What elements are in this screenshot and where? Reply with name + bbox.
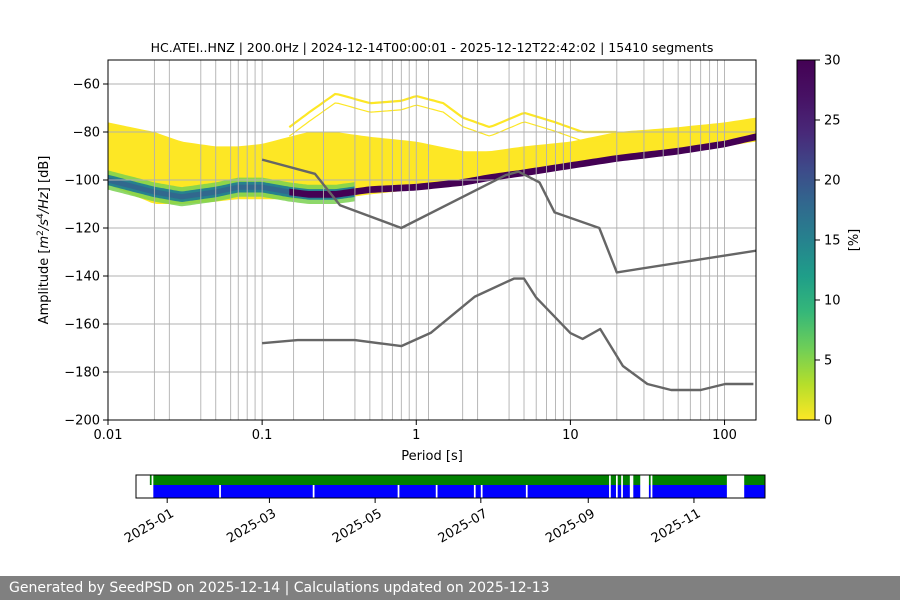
timeline-blue-segment xyxy=(610,485,616,498)
y-ticks: −60 −80 −100 −120 −140 −160 −180 −200 xyxy=(64,78,108,429)
y-axis-label-part: / xyxy=(37,224,52,231)
timeline-green-segment xyxy=(617,475,622,485)
timeline-green-segment xyxy=(633,475,641,485)
x-tick-label: 0.1 xyxy=(252,428,273,443)
y-tick-label: −160 xyxy=(64,318,100,333)
psd-heatmap xyxy=(108,92,756,207)
timeline-green-segments xyxy=(149,475,765,485)
timeline-blue-segment xyxy=(617,485,622,498)
y-axis-label: Amplitude [m2/s4/Hz] [dB] xyxy=(36,156,52,325)
figure-canvas: HC.ATEI..HNZ | 200.0Hz | 2024-12-14T00:0… xyxy=(36,40,862,546)
y-axis-label-part: 4 xyxy=(36,213,46,219)
y-axis-label-part: / xyxy=(37,207,52,214)
footer: Generated by SeedPSD on 2025-12-14 | Cal… xyxy=(0,576,900,600)
timeline-blue-segment xyxy=(220,485,313,498)
timeline-blue-segment xyxy=(437,485,474,498)
timeline-tick-label: 2025-09 xyxy=(543,506,598,546)
timeline-tick-label: 2025-05 xyxy=(330,506,385,546)
colorbar-ticks: 0 5 10 15 20 25 30 xyxy=(815,54,841,429)
y-tick-label: −80 xyxy=(73,126,100,141)
timeline-tick-label: 2025-07 xyxy=(436,506,491,546)
colorbar-tick-label: 25 xyxy=(824,114,841,129)
colorbar-tick-label: 20 xyxy=(824,174,841,189)
timeline-green-segment xyxy=(648,475,651,485)
x-tick-label: 0.01 xyxy=(94,428,123,443)
x-tick-label: 1 xyxy=(412,428,420,443)
y-axis-label-part: Amplitude [ xyxy=(37,249,52,325)
timeline-blue-segment xyxy=(648,485,651,498)
timeline-tick-label: 2025-11 xyxy=(649,506,704,546)
colorbar-tick-label: 30 xyxy=(824,54,841,69)
heatmap-sparse-upper-2 xyxy=(288,102,617,142)
timeline-green-segment xyxy=(652,475,727,485)
nhnm-line xyxy=(261,158,756,274)
y-tick-label: −100 xyxy=(64,174,100,189)
x-tick-label: 10 xyxy=(562,428,579,443)
colorbar: 0 5 10 15 20 25 30 [%] xyxy=(796,54,862,429)
timeline-blue-segment xyxy=(744,485,765,498)
plot-frame xyxy=(107,59,757,421)
x-tick-label: 100 xyxy=(712,428,737,443)
colorbar-gradient xyxy=(796,59,816,421)
noise-models xyxy=(261,158,756,392)
timeline-blue-segment xyxy=(314,485,398,498)
timeline-blue-segment xyxy=(482,485,526,498)
timeline-green-segment xyxy=(153,475,610,485)
nlnm-line xyxy=(261,277,754,392)
y-tick-label: −120 xyxy=(64,222,100,237)
timeline-green-segment xyxy=(744,475,765,485)
x-axis-label: Period [s] xyxy=(401,449,463,464)
timeline-blue-segments xyxy=(153,485,765,498)
y-tick-label: −200 xyxy=(64,414,100,429)
timeline: 2025-01 2025-03 2025-05 2025-07 2025-09 2025-… xyxy=(122,474,766,546)
timeline-blue-segment xyxy=(633,485,641,498)
timeline-frame xyxy=(135,474,766,499)
heatmap-band-blue xyxy=(108,177,336,200)
colorbar-label: [%] xyxy=(847,229,862,252)
timeline-green-segment xyxy=(622,475,630,485)
colorbar-tick-label: 15 xyxy=(824,234,841,249)
timeline-blue-segment xyxy=(399,485,436,498)
y-axis-label-part: Hz xyxy=(37,191,52,209)
colorbar-tick-label: 0 xyxy=(824,414,832,429)
timeline-green-segment xyxy=(610,475,616,485)
heatmap-mode-line xyxy=(289,133,756,198)
timeline-blue-segment xyxy=(153,485,220,498)
timeline-blue-segment xyxy=(527,485,610,498)
timeline-green-segment xyxy=(149,475,152,485)
timeline-ticks: 2025-01 2025-03 2025-05 2025-07 2025-09 2025-… xyxy=(122,498,703,546)
chart-title: HC.ATEI..HNZ | 200.0Hz | 2024-12-14T00:0… xyxy=(151,40,714,55)
timeline-tick-label: 2025-01 xyxy=(122,506,177,546)
colorbar-tick-label: 5 xyxy=(824,354,832,369)
x-ticks: 0.01 0.1 1 10 100 xyxy=(94,420,737,443)
y-axis-label-part: m xyxy=(37,236,52,249)
timeline-blue-segment xyxy=(652,485,727,498)
y-axis-label-part: s xyxy=(37,219,52,226)
timeline-tick-label: 2025-03 xyxy=(224,506,279,546)
y-tick-label: −60 xyxy=(73,78,100,93)
timeline-blue-segment xyxy=(622,485,630,498)
y-tick-label: −140 xyxy=(64,270,100,285)
heatmap-sparse-upper xyxy=(288,92,617,134)
timeline-blue-segment xyxy=(475,485,481,498)
y-tick-label: −180 xyxy=(64,366,100,381)
y-axis-label-part: ] [dB] xyxy=(37,156,52,193)
colorbar-tick-label: 10 xyxy=(824,294,841,309)
plot-grid xyxy=(108,60,756,420)
y-axis-label-part: 2 xyxy=(36,230,46,236)
